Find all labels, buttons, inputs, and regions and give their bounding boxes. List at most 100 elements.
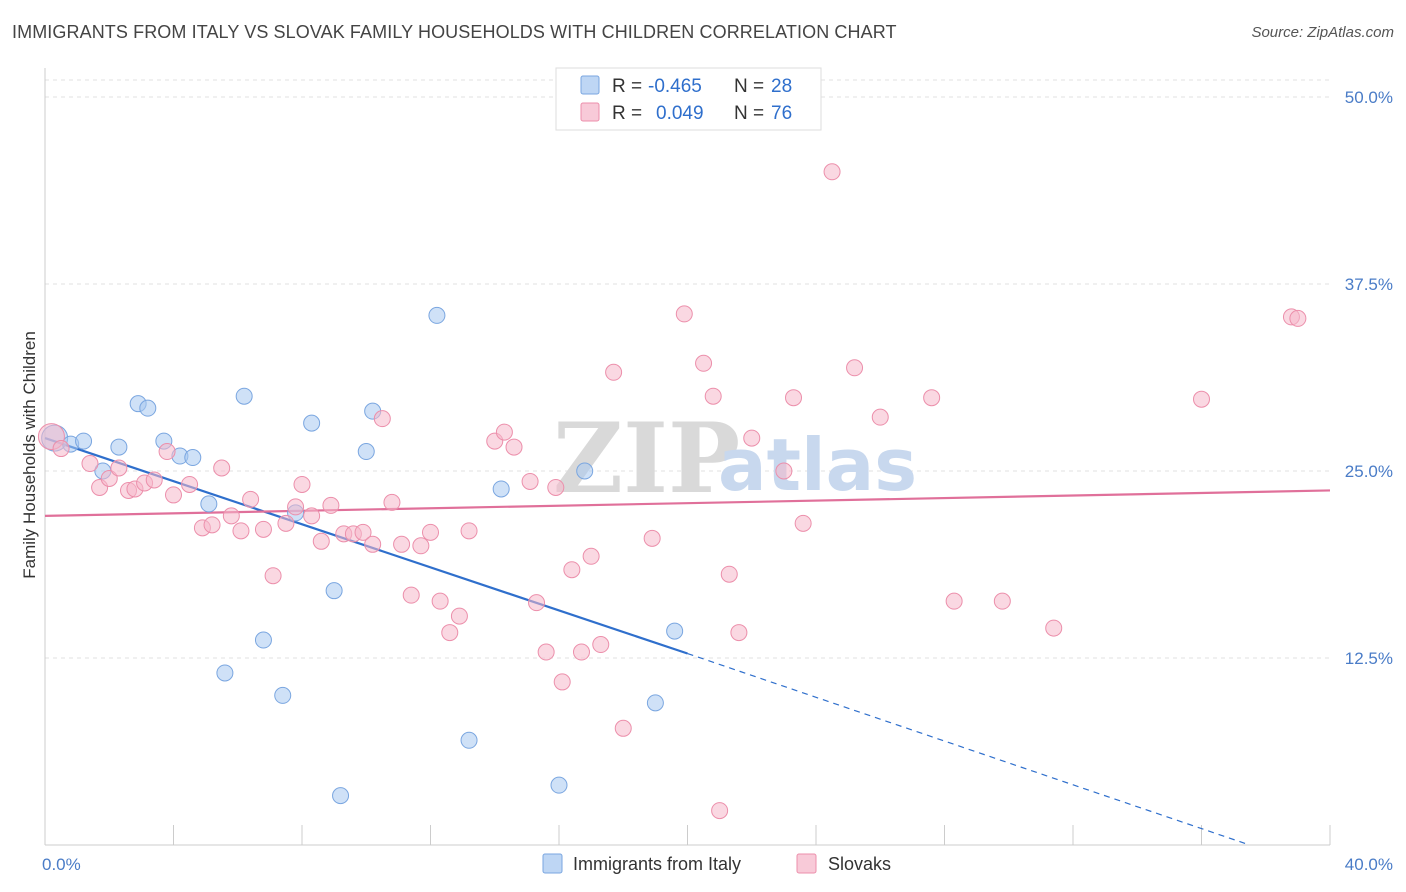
legend-swatch-italy	[580, 75, 600, 95]
legend-r-value-slovaks: 0.049	[656, 103, 704, 124]
point-s1-5	[110, 459, 128, 477]
trend-extension-0	[687, 652, 1250, 846]
legend-n-label-slovaks: N =	[734, 103, 764, 124]
point-s1-49	[563, 561, 581, 579]
point-s1-9	[145, 471, 163, 489]
y-tick-label-2: 37.5%	[1345, 275, 1393, 294]
point-s1-24	[303, 507, 321, 525]
legend-r-label-italy: R =	[612, 76, 642, 97]
point-s1-47	[547, 478, 565, 496]
point-s0-11	[216, 664, 234, 682]
point-s0-2	[75, 432, 93, 450]
point-s1-65	[794, 514, 812, 532]
point-s1-59	[711, 802, 729, 820]
point-s1-12	[181, 475, 199, 493]
point-s1-61	[730, 624, 748, 642]
point-s1-54	[614, 719, 632, 737]
point-s1-40	[460, 522, 478, 540]
point-s1-75	[993, 592, 1011, 610]
point-s1-69	[923, 389, 941, 407]
point-s1-46	[537, 643, 555, 661]
point-s1-39	[450, 607, 468, 625]
point-s1-30	[364, 535, 382, 553]
point-s0-4	[110, 438, 128, 456]
point-s0-27	[666, 622, 684, 640]
point-s0-21	[428, 306, 446, 324]
point-s0-25	[576, 462, 594, 480]
point-s1-10	[158, 443, 176, 461]
point-s1-35	[412, 537, 430, 555]
point-s1-67	[846, 359, 864, 377]
legend-n-value-italy: 28	[771, 76, 792, 97]
point-s1-48	[553, 673, 571, 691]
point-s0-22	[460, 731, 478, 749]
point-s0-17	[325, 582, 343, 600]
point-s0-14	[274, 686, 292, 704]
point-s1-22	[287, 498, 305, 516]
point-s1-68	[871, 408, 889, 426]
grid-lines	[45, 79, 1330, 659]
tick-labels: 12.5% 25.0% 37.5% 50.0% 0.0% 40.0%	[42, 88, 1393, 874]
point-s1-29	[354, 523, 372, 541]
legend-n-label-italy: N =	[734, 76, 764, 97]
y-tick-label-0: 12.5%	[1345, 649, 1393, 668]
point-s1-43	[505, 438, 523, 456]
series-legend-label-italy: Immigrants from Italy	[573, 854, 741, 874]
point-s1-42	[495, 423, 513, 441]
point-s1-71	[1045, 619, 1063, 637]
point-s1-50	[572, 643, 590, 661]
point-s1-11	[165, 486, 182, 504]
data-points	[37, 163, 1307, 820]
watermark: ZIP atlas	[553, 402, 917, 515]
point-s1-17	[232, 522, 250, 540]
point-s0-13	[254, 631, 272, 649]
point-s1-16	[222, 507, 240, 525]
legend-r-value-italy: -0.465	[648, 76, 702, 97]
legend-box	[555, 67, 822, 131]
point-s1-26	[322, 496, 340, 514]
point-s0-10	[200, 495, 218, 513]
source-credit: Source: ZipAtlas.com	[1251, 24, 1394, 41]
point-s1-36	[422, 523, 439, 541]
point-s1-15	[213, 459, 231, 477]
point-s1-14	[203, 516, 221, 534]
point-s1-38	[441, 624, 459, 642]
point-s1-45	[528, 594, 546, 612]
x-tick-label-max: 40.0%	[1345, 855, 1393, 874]
legend-n-value-slovaks: 76	[771, 103, 792, 124]
point-s1-63	[775, 462, 793, 480]
x-tick-label-min: 0.0%	[42, 855, 81, 874]
point-s1-62	[743, 429, 761, 447]
point-s1-53	[605, 363, 623, 381]
point-s0-26	[646, 694, 664, 712]
correlation-legend: R = -0.465 N = 28 R = 0.049 N = 76	[555, 67, 822, 131]
legend-swatch-slovaks	[580, 102, 600, 122]
point-s1-25	[312, 532, 330, 550]
point-s1-31	[373, 410, 391, 428]
point-s1-64	[785, 389, 803, 407]
point-s1-52	[592, 636, 610, 654]
series-legend-label-slovaks: Slovaks	[828, 854, 891, 874]
point-s1-34	[402, 586, 420, 604]
point-s1-20	[264, 567, 282, 585]
point-s0-12	[235, 387, 253, 405]
y-tick-label-1: 25.0%	[1345, 462, 1393, 481]
point-s1-23	[293, 475, 311, 493]
point-s1-51	[582, 547, 600, 565]
point-s1-60	[720, 565, 738, 583]
point-s1-2	[81, 455, 99, 473]
point-s1-4	[100, 469, 118, 487]
point-s0-16	[303, 414, 321, 432]
y-tick-label-3: 50.0%	[1345, 88, 1393, 107]
point-s1-18	[242, 490, 260, 508]
point-s1-32	[383, 493, 401, 511]
legend-r-label-slovaks: R =	[612, 103, 642, 124]
point-s0-18	[332, 787, 350, 805]
watermark-zip: ZIP	[553, 402, 740, 515]
point-s1-1	[52, 440, 70, 458]
point-s1-37	[431, 592, 449, 610]
point-s1-21	[277, 514, 295, 532]
series-legend: Immigrants from Italy Slovaks	[542, 853, 891, 874]
point-s0-23	[492, 480, 510, 498]
